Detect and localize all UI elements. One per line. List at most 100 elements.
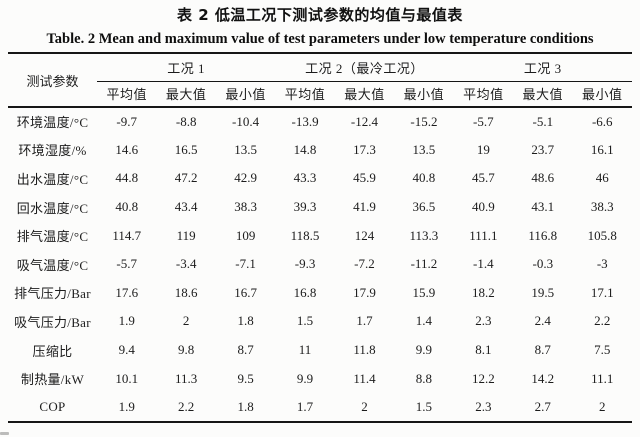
table-cell: -9.3 [294, 256, 316, 272]
row-label: 吸气温度/°C [16, 257, 89, 273]
table-cell: -3.4 [175, 256, 197, 272]
table-cell: 1.7 [356, 313, 373, 329]
table-cell: 16.8 [293, 284, 317, 300]
table-cell: 45.7 [471, 170, 495, 186]
table-cell: 8.8 [415, 370, 433, 386]
table-cell: 10.1 [115, 370, 139, 386]
table-cell: 2.3 [475, 398, 492, 414]
table-cell: -10.4 [232, 113, 260, 129]
table-cell: 1.5 [296, 313, 314, 329]
table-cell: 46 [595, 170, 609, 186]
table-cell: 38.3 [590, 199, 614, 215]
table-cell: 2 [599, 398, 606, 414]
table-cell: 17.6 [115, 284, 139, 300]
sub-header-min-g1: 最小值 [215, 81, 276, 108]
table-cell: 1.9 [118, 313, 135, 329]
table-cell: 45.9 [353, 170, 376, 186]
table-cell: 9.9 [415, 342, 433, 358]
table-cell: 16.1 [590, 141, 614, 157]
table-cell: -0.3 [532, 256, 554, 272]
table-body: 环境温度/°C -9.7 -8.8 -10.4 -13.9 -12.4 -15.2 -5.7 -… [8, 107, 632, 422]
table-cell: 118.5 [290, 227, 320, 243]
table-cell: 9.9 [296, 370, 314, 386]
table-cell: 44.8 [115, 170, 139, 186]
table-header: 测试参数 工况 1 工况 2（最冷工况） 工况 3 平均值 最大值 最小值 平均值 最大… [8, 53, 632, 108]
table-cell: 23.7 [531, 141, 555, 157]
table-cell: 1.7 [296, 398, 314, 414]
table-cell: 43.3 [293, 170, 317, 186]
table-caption-en: Table. 2 Mean and maximum value of test … [46, 31, 594, 47]
table-cell: 13.5 [412, 141, 436, 157]
table-cell: -3 [596, 256, 608, 272]
scan-artifact [0, 432, 9, 435]
table-cell: 11.1 [591, 370, 614, 386]
table-cell: -5.1 [532, 113, 554, 129]
row-label: COP [39, 398, 66, 414]
table-cell: 19 [476, 141, 490, 157]
table-cell: 47.2 [174, 170, 198, 186]
table-cell: 8.7 [534, 342, 551, 358]
group-header-condition-3: 工况 3 [453, 53, 632, 82]
table-cell: 105.8 [587, 227, 617, 243]
table-cell: 111.1 [469, 227, 498, 243]
table-cell: 8.7 [237, 342, 254, 358]
table-cell: 2.4 [534, 313, 551, 329]
table-cell: -6.6 [591, 113, 613, 129]
test-parameters-table: 测试参数 工况 1 工况 2（最冷工况） 工况 3 平均值 最大值 最小值 平均值 最大… [8, 52, 632, 423]
table-cell: 1.8 [237, 398, 254, 414]
row-label: 环境温度/°C [16, 115, 89, 131]
table-cell: 42.9 [234, 170, 257, 186]
table-cell: 11.8 [353, 342, 376, 358]
table-cell: 9.8 [178, 342, 195, 358]
sub-header-mean-g2: 平均值 [275, 81, 335, 108]
table-cell: -11.2 [410, 256, 438, 272]
table-cell: 113.3 [409, 227, 439, 243]
table-cell: 43.1 [531, 199, 555, 215]
sub-header-row: 平均值 最大值 最小值 平均值 最大值 最小值 平均值 最大值 最小值 [8, 81, 632, 108]
table-cell: 40.8 [115, 199, 139, 215]
group-header-row: 测试参数 工况 1 工况 2（最冷工况） 工况 3 [8, 53, 632, 108]
table-cell: 9.5 [237, 370, 254, 386]
table-cell: 8.1 [475, 342, 492, 358]
row-label: 压缩比 [32, 343, 73, 359]
table-row: 制热量/kW 10.1 11.3 9.5 9.9 11.4 8.8 12.2 14.2 11.1 [8, 364, 632, 393]
sub-header-mean-g1: 平均值 [97, 81, 157, 108]
table-cell: -8.8 [175, 113, 197, 129]
table-cell: -13.9 [291, 113, 319, 129]
table-cell: 14.6 [115, 141, 139, 157]
table-cell: -7.2 [354, 256, 375, 272]
table-row: 吸气温度/°C -5.7 -3.4 -7.1 -9.3 -7.2 -11.2 -1.4 -0.3… [8, 250, 632, 279]
table-cell: -5.7 [116, 256, 138, 272]
table-row: 环境温度/°C -9.7 -8.8 -10.4 -13.9 -12.4 -15.2 -5.7 -… [8, 107, 632, 136]
table-cell: 41.9 [353, 199, 376, 215]
table-cell: 17.9 [353, 284, 376, 300]
table-cell: -15.2 [410, 113, 438, 129]
table-cell: 1.9 [118, 398, 135, 414]
table-cell: 2 [361, 398, 368, 414]
table-cell: 11.4 [353, 370, 376, 386]
table-cell: 2 [182, 313, 190, 329]
table-cell: 43.4 [174, 199, 198, 215]
table-cell: 18.2 [471, 284, 495, 300]
table-cell: -9.7 [116, 113, 138, 129]
row-label: 回水温度/°C [16, 200, 89, 216]
row-label: 环境湿度/% [18, 143, 87, 159]
table-cell: 40.8 [412, 170, 436, 186]
row-label: 排气温度/°C [16, 229, 89, 245]
table-cell: 114.7 [112, 227, 142, 243]
table-cell: 38.3 [234, 199, 257, 215]
sub-header-max-g3: 最大值 [513, 81, 573, 108]
table-cell: 1.4 [415, 313, 433, 329]
table-cell: 16.5 [174, 141, 198, 157]
table-row: COP 1.9 2.2 1.8 1.7 2 1.5 2.3 2.7 2 [8, 393, 632, 422]
table-cell: 40.9 [471, 199, 495, 215]
group-header-condition-2-coldest: 工况 2（最冷工况） [275, 53, 454, 82]
table-cell: 9.4 [118, 342, 135, 358]
sub-header-max-g2: 最大值 [334, 81, 395, 108]
table-row: 回水温度/°C 40.8 43.4 38.3 39.3 41.9 36.5 40.9 43.1 3… [8, 193, 632, 222]
table-cell: 119 [176, 227, 196, 243]
table-cell: 12.2 [471, 370, 495, 386]
table-row: 排气温度/°C 114.7 119 109 118.5 124 113.3 111.1 116.… [8, 221, 632, 250]
table-cell: 2.7 [534, 398, 551, 414]
table-cell: 1.8 [237, 313, 254, 329]
